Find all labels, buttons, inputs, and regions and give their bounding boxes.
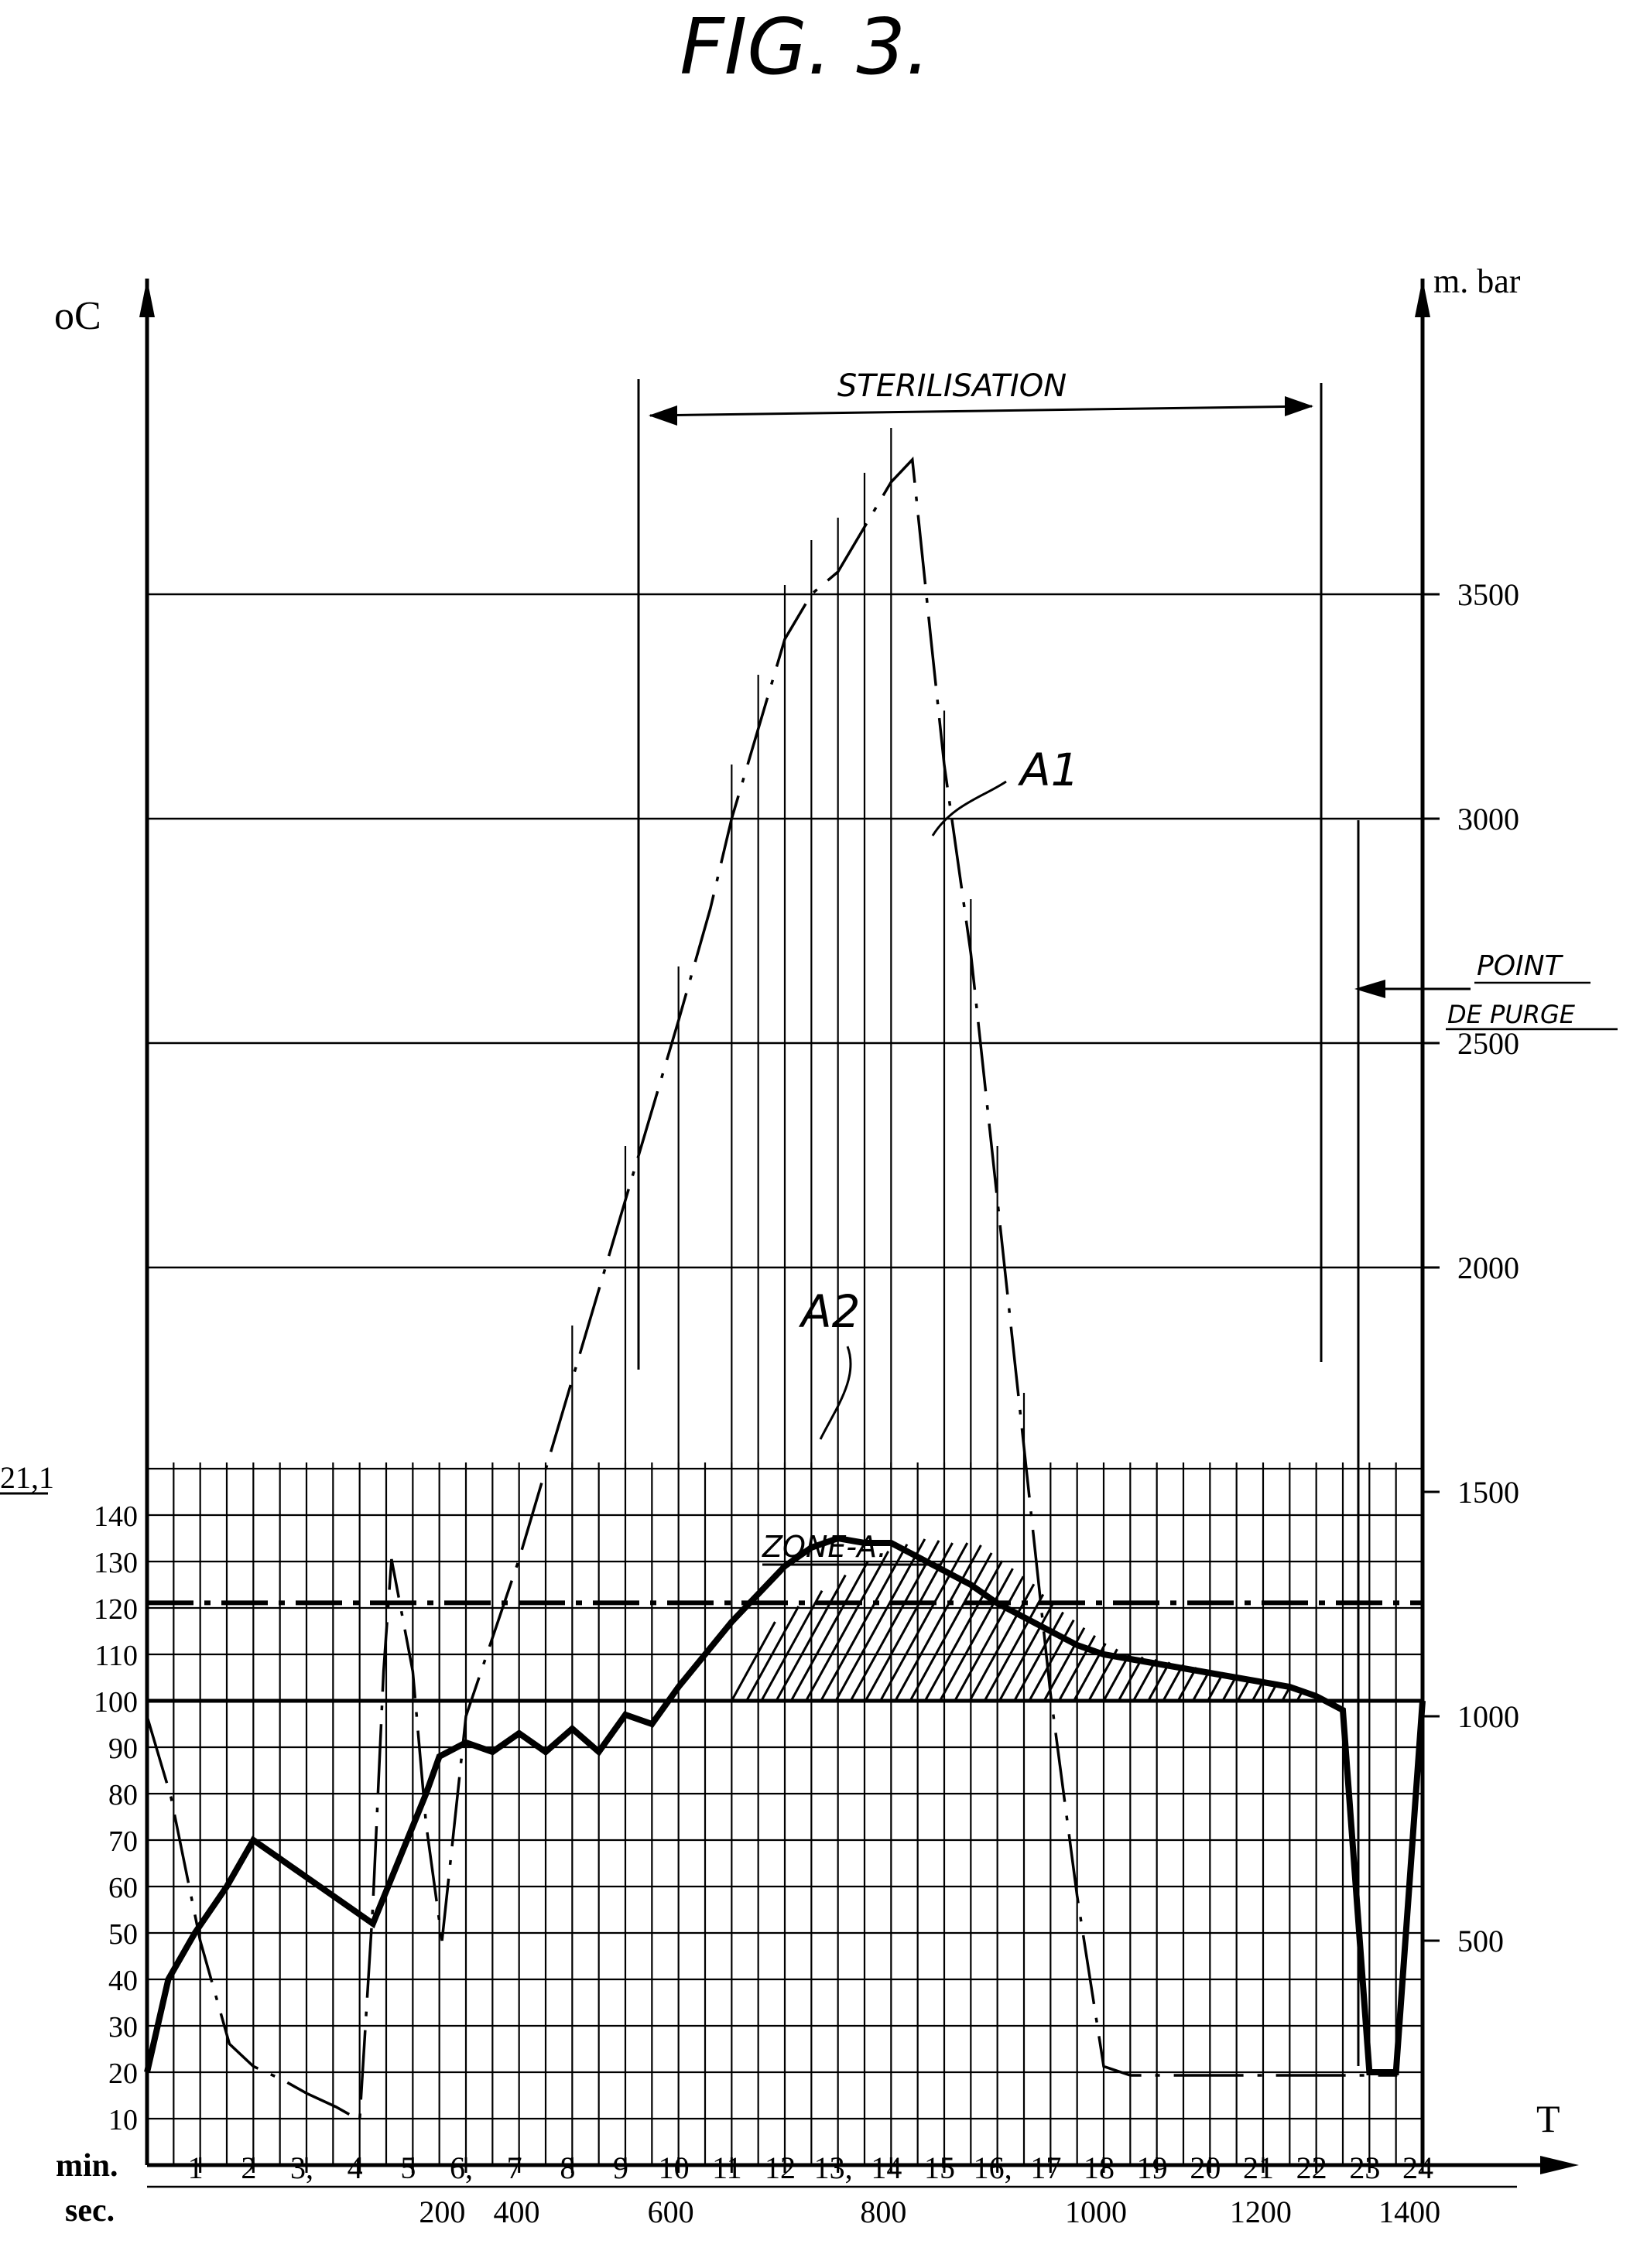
x-min-tick-label: 24 [1402,2150,1433,2185]
x-min-tick-label: 18 [1084,2150,1115,2185]
x-min-tick-label: 2 [241,2150,256,2185]
figure-title: FIG. 3. [680,2,930,92]
x-min-tick-label: 6, [450,2150,473,2185]
y-right-unit-label: m. bar [1433,262,1521,300]
y-right-tick-label: 3500 [1457,577,1519,612]
x-min-tick-label: 3, [290,2150,313,2185]
x-min-tick-label: 7 [507,2150,522,2185]
y-right-tick-label: 3000 [1457,802,1519,836]
x-sec-row-label: sec. [65,2193,115,2229]
x-sec-tick-label: 800 [860,2194,906,2229]
y-left-tick-label: 140 [94,1500,138,1533]
y-left-tick-label: 90 [108,1733,138,1765]
x-min-tick-label: 4 [348,2150,363,2185]
y-left-tick-label: 10 [108,2104,138,2136]
x-unit-label: T [1536,2097,1560,2140]
x-sec-tick-label: 400 [494,2194,540,2229]
y-left-tick-label: 30 [108,2011,138,2044]
x-min-row-label: min. [56,2148,118,2184]
x-min-tick-label: 9 [613,2150,628,2185]
x-min-tick-label: 19 [1137,2150,1168,2185]
zone-a-label: ZONE-A. [762,1530,887,1564]
sterilisation-label: STERILISATION [837,368,1067,404]
x-sec-tick-label: 200 [419,2194,465,2229]
x-min-tick-label: 10 [659,2150,690,2185]
x-min-tick-label: 15 [924,2150,955,2185]
x-min-tick-label: 8 [560,2150,575,2185]
y-left-tick-label: 70 [108,1825,138,1858]
y-left-tick-label: 120 [94,1593,138,1626]
y-left-unit-label: oC [54,294,101,338]
y-right-tick-label: 1000 [1457,1699,1519,1734]
y-left-tick-label: 60 [108,1872,138,1904]
y-left-tick-label: 40 [108,1965,138,1997]
x-sec-tick-label: 1000 [1065,2194,1127,2229]
x-min-tick-label: 12 [765,2150,796,2185]
x-min-tick-label: 5 [400,2150,416,2185]
x-min-tick-label: 17 [1030,2150,1061,2185]
x-min-tick-label: 22 [1296,2150,1327,2185]
purge-label-line2: DE PURGE [1447,1000,1576,1029]
y-left-tick-label: 20 [108,2058,138,2090]
a2-label: A2 [798,1285,861,1338]
x-sec-tick-label: 1400 [1378,2194,1440,2229]
x-sec-tick-label: 600 [648,2194,694,2229]
x-sec-tick-label: 1200 [1230,2194,1292,2229]
x-min-tick-label: 23 [1349,2150,1380,2185]
x-min-tick-label: 20 [1190,2150,1221,2185]
x-min-tick-label: 16, [974,2150,1012,2185]
y-right-tick-label: 2500 [1457,1026,1519,1061]
y-left-tick-label: 110 [94,1640,138,1672]
purge-label-line1: POINT [1477,950,1564,982]
x-min-tick-label: 21 [1243,2150,1274,2185]
y-right-tick-label: 1500 [1457,1475,1519,1510]
y-left-marker-label: 21,1 [0,1460,54,1495]
y-right-tick-label: 500 [1457,1924,1504,1958]
x-min-tick-label: 1 [188,2150,204,2185]
y-left-tick-label: 80 [108,1779,138,1811]
x-min-tick-label: 11 [712,2150,742,2185]
y-left-tick-label: 100 [94,1686,138,1719]
x-min-tick-label: 14 [871,2150,902,2185]
a1-label: A1 [1017,744,1080,796]
x-min-tick-label: 13, [814,2150,853,2185]
y-left-tick-label: 50 [108,1918,138,1951]
y-left-tick-label: 130 [94,1547,138,1579]
y-right-tick-label: 2000 [1457,1250,1519,1285]
